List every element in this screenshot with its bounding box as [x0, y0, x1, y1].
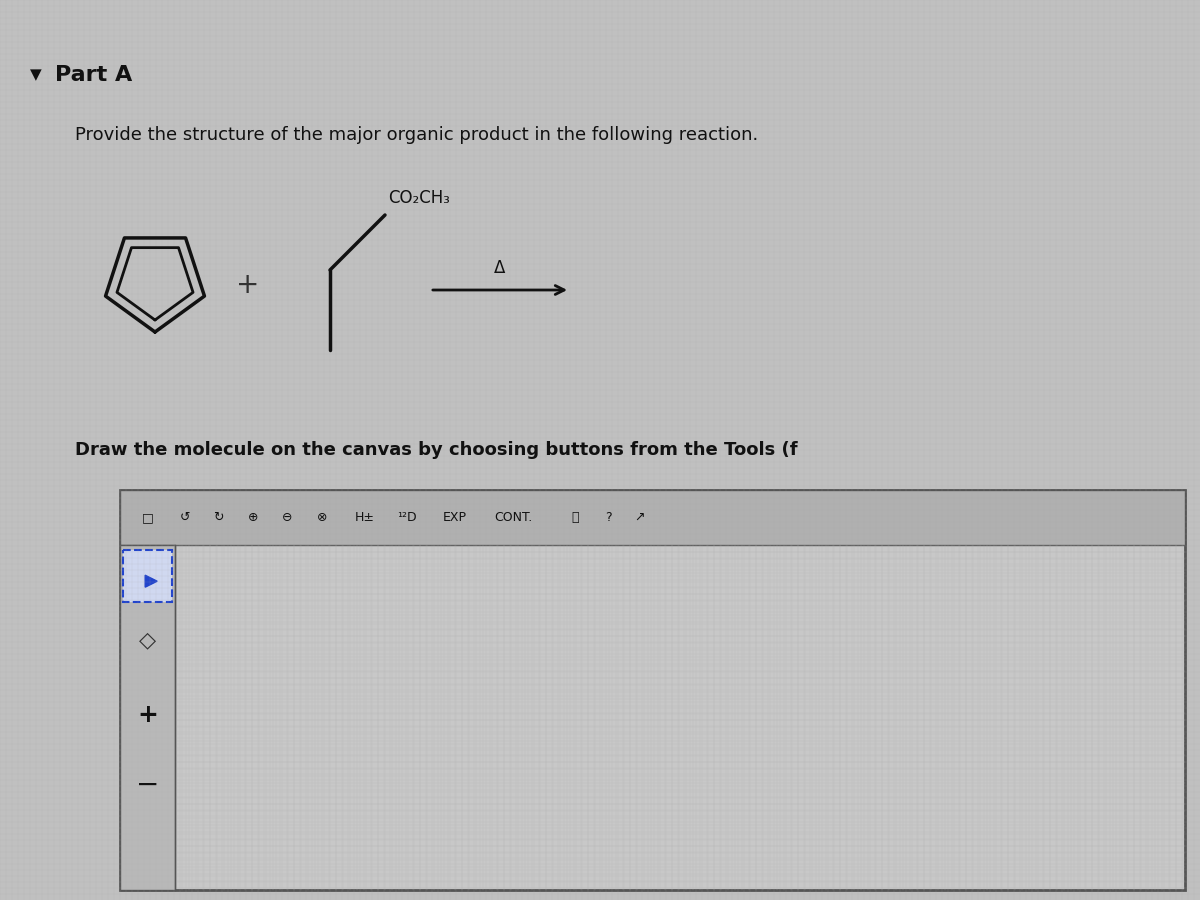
Text: ▼: ▼: [30, 68, 42, 83]
Text: ⊖: ⊖: [282, 511, 293, 524]
Text: ↻: ↻: [212, 511, 223, 524]
Text: Part A: Part A: [55, 65, 132, 85]
Text: ⓘ: ⓘ: [571, 511, 578, 524]
Bar: [120, 490, 1186, 545]
Text: ?: ?: [605, 511, 611, 524]
Text: ¹²D: ¹²D: [397, 511, 416, 524]
Text: Δ: Δ: [494, 259, 505, 277]
Text: +: +: [236, 271, 259, 299]
Text: □: □: [142, 511, 154, 524]
Text: H±: H±: [355, 511, 374, 524]
Text: CONT.: CONT.: [494, 511, 532, 524]
Text: ↺: ↺: [180, 511, 191, 524]
Bar: [124, 550, 172, 602]
Bar: [120, 545, 175, 890]
Text: ◇: ◇: [139, 630, 156, 650]
Text: ↗: ↗: [635, 511, 646, 524]
Polygon shape: [145, 575, 157, 587]
Bar: [120, 490, 1186, 890]
Text: ⊗: ⊗: [317, 511, 328, 524]
Text: CO₂CH₃: CO₂CH₃: [388, 189, 450, 207]
Text: −: −: [136, 771, 160, 799]
Text: Provide the structure of the major organic product in the following reaction.: Provide the structure of the major organ…: [74, 126, 758, 144]
Text: EXP: EXP: [443, 511, 467, 524]
Text: Draw the molecule on the canvas by choosing buttons from the Tools (f: Draw the molecule on the canvas by choos…: [74, 441, 798, 459]
Text: ⊕: ⊕: [247, 511, 258, 524]
Text: +: +: [137, 703, 158, 727]
